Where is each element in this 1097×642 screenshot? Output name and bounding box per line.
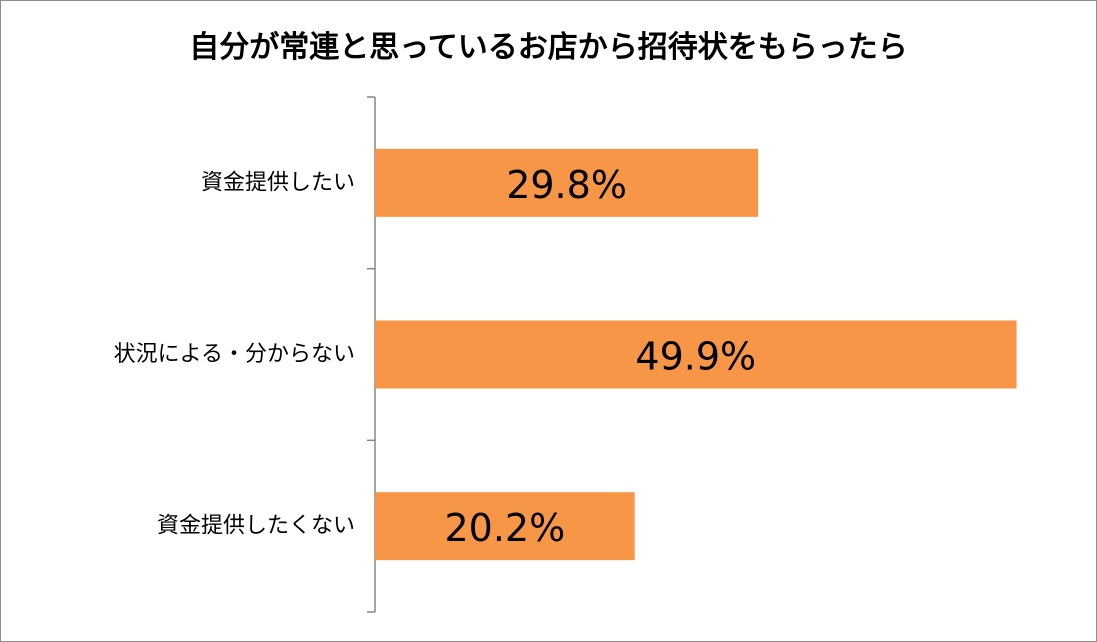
bar	[375, 148, 759, 217]
chart-title: 自分が常連と思っているお店から招待状をもらったら	[189, 30, 908, 65]
data-label: 29.8%	[506, 163, 627, 207]
category-label: 資金提供したくない	[157, 514, 355, 539]
bar	[375, 492, 635, 561]
category-label: 状況による・分からない	[114, 342, 355, 367]
bar	[375, 320, 1017, 389]
data-label: 49.9%	[635, 335, 756, 379]
category-label: 資金提供したい	[201, 170, 355, 195]
data-label: 20.2%	[444, 506, 565, 550]
